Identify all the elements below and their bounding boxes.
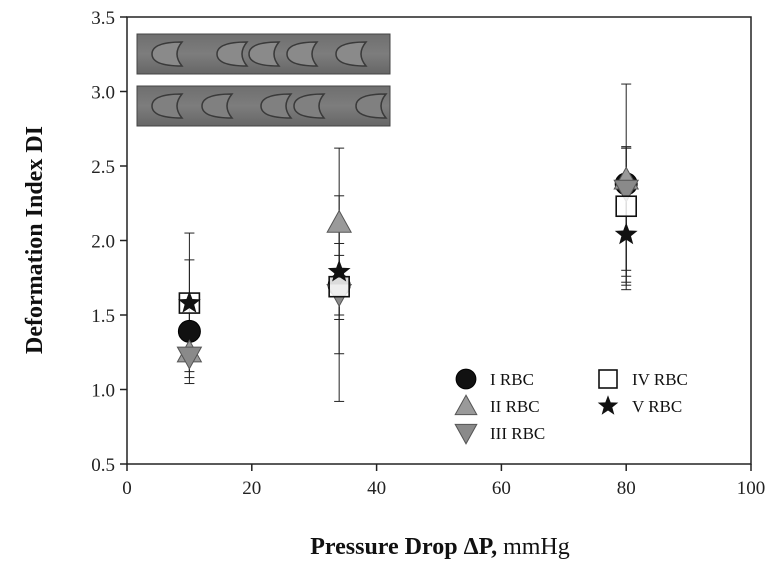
series-points-iv-rbc — [178, 195, 638, 314]
rbc-cell-image — [201, 93, 234, 119]
series-points-iii-rbc — [176, 179, 640, 370]
series-points-ii-rbc — [176, 166, 640, 363]
legend: I RBC II RBC III RBC IV RBC V RBC — [454, 368, 688, 445]
data-point — [177, 291, 201, 313]
series-ii-rbc — [184, 83, 632, 379]
y-tick-label: 2.0 — [91, 232, 115, 253]
series-i-rbc — [184, 147, 632, 358]
y-tick-label: 1.5 — [91, 306, 115, 327]
legend-item: II RBC — [454, 394, 540, 416]
x-tick-label: 0 — [122, 478, 132, 499]
y-tick-label: 3.0 — [91, 83, 115, 104]
rbc-cell-image — [335, 41, 368, 67]
legend-marker — [454, 394, 478, 416]
legend-marker — [597, 395, 619, 415]
x-axis-title-unit: mmHg — [497, 534, 570, 560]
series-points-i-rbc — [177, 172, 638, 343]
x-tick-label: 60 — [492, 478, 511, 499]
legend-label: V RBC — [632, 397, 682, 416]
legend-item: I RBC — [455, 368, 534, 390]
y-axis-title: Deformation Index DI — [22, 126, 48, 354]
legend-marker — [454, 423, 478, 445]
rbc-cell-image — [286, 41, 319, 67]
series-iv-rbc — [184, 146, 632, 402]
data-point — [613, 179, 640, 203]
data-point — [176, 346, 203, 370]
legend-label: II RBC — [490, 397, 540, 416]
legend-label: III RBC — [490, 424, 545, 443]
x-tick-label: 20 — [242, 478, 261, 499]
x-tick-label: 80 — [617, 478, 636, 499]
y-tick-label: 0.5 — [91, 455, 115, 476]
x-axis-title-bold: Pressure Drop ΔP, — [310, 534, 497, 560]
y-tick-label: 3.5 — [91, 8, 115, 29]
legend-item: IV RBC — [598, 369, 688, 389]
legend-marker — [455, 368, 477, 390]
rbc-cell-image — [151, 93, 184, 119]
data-marks — [176, 83, 640, 402]
legend-label: IV RBC — [632, 370, 688, 389]
x-tick-label: 100 — [737, 478, 766, 499]
cell-row-1 — [151, 41, 368, 67]
data-point — [328, 275, 350, 298]
legend-label: I RBC — [490, 370, 534, 389]
cell-row-2 — [151, 93, 388, 119]
rbc-cell-image — [355, 93, 388, 119]
rbc-cell-image — [216, 41, 249, 67]
y-tick-label: 2.5 — [91, 157, 115, 178]
data-point — [326, 209, 353, 233]
rbc-cell-image — [151, 41, 184, 67]
legend-item: III RBC — [454, 423, 545, 445]
x-tick-label: 40 — [367, 478, 386, 499]
y-tick-label: 1.0 — [91, 381, 115, 402]
axes: 0 20 40 60 80 100 0.5 1.0 1.5 2.0 2.5 3.0 3.5 — [91, 8, 765, 499]
legend-marker — [598, 369, 618, 389]
series-points-v-rbc — [177, 222, 638, 313]
inset-micrograph — [136, 33, 391, 127]
rbc-cell-image — [248, 41, 281, 67]
data-point — [327, 259, 351, 282]
series-iii-rbc — [184, 147, 632, 385]
rbc-cell-image — [293, 93, 326, 119]
x-axis-title: Pressure Drop ΔP, mmHg — [310, 534, 570, 560]
rbc-cell-image — [260, 93, 293, 119]
legend-item: V RBC — [597, 395, 682, 416]
series-v-rbc — [184, 180, 632, 373]
data-point — [615, 195, 638, 218]
data-point — [614, 222, 638, 245]
data-point — [177, 319, 201, 343]
